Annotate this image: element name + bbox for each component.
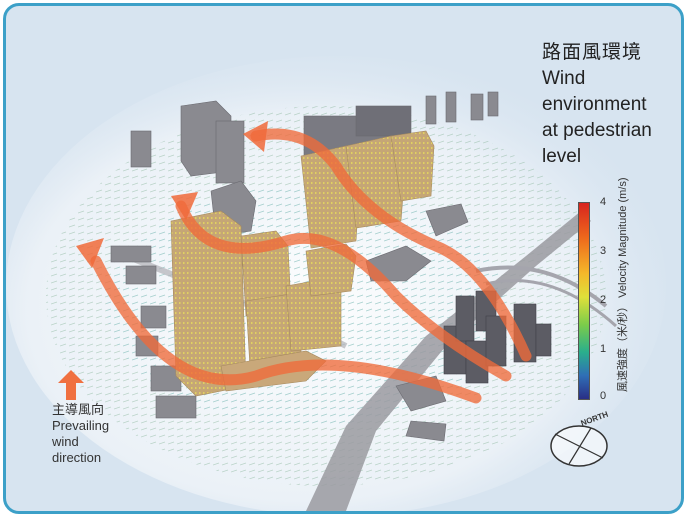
title-en-line-2: environment [542, 94, 647, 115]
up-arrow-icon [58, 370, 84, 400]
prevailing-en-line-2: wind [52, 434, 79, 449]
prevailing-en-line-3: direction [52, 450, 102, 465]
wind-path-2 [175, 200, 512, 382]
title-en-line-3: at pedestrian [542, 120, 652, 141]
wind-path-arrowheads [76, 121, 268, 268]
wind-path-1 [90, 255, 482, 404]
curved-road [475, 265, 608, 308]
wind-path-3 [250, 128, 532, 362]
colorbar-gradient [578, 202, 590, 400]
prevailing-wind-legend: 主導風向 Prevailing wind direction [52, 370, 109, 466]
figure-frame: NORTH 路面風環境 Wind environment at pedestri… [3, 3, 684, 514]
highway [306, 211, 591, 511]
title-zh: 路面風環境 [542, 42, 643, 63]
colorbar-tick-1: 1 [600, 343, 607, 355]
prevailing-en-line-1: Prevailing [52, 418, 110, 433]
grey-buildings [110, 91, 499, 442]
arrowhead-2 [171, 192, 198, 220]
arrowhead-3 [243, 121, 268, 152]
title-en-line-1: Wind [542, 68, 586, 89]
colorbar-tick-2: 2 [600, 294, 607, 306]
wind-simulation-scene: NORTH [6, 56, 666, 511]
figure-title: 路面風環境 Wind environment at pedestrian lev… [542, 40, 681, 170]
colorbar-tick-0: 0 [600, 390, 607, 402]
arrowhead-1 [76, 238, 104, 268]
compass [550, 425, 608, 467]
colorbar-tick-4: 4 [600, 196, 607, 208]
curved-road-2 [485, 279, 617, 328]
title-en-line-4: level [542, 146, 582, 167]
wind-paths [90, 128, 532, 404]
colorbar-label: 風速強度（米/秒） Velocity Magnitude (m/s) [617, 177, 629, 392]
colorbar-tick-3: 3 [600, 245, 607, 257]
prevailing-zh: 主導風向 [52, 402, 105, 417]
